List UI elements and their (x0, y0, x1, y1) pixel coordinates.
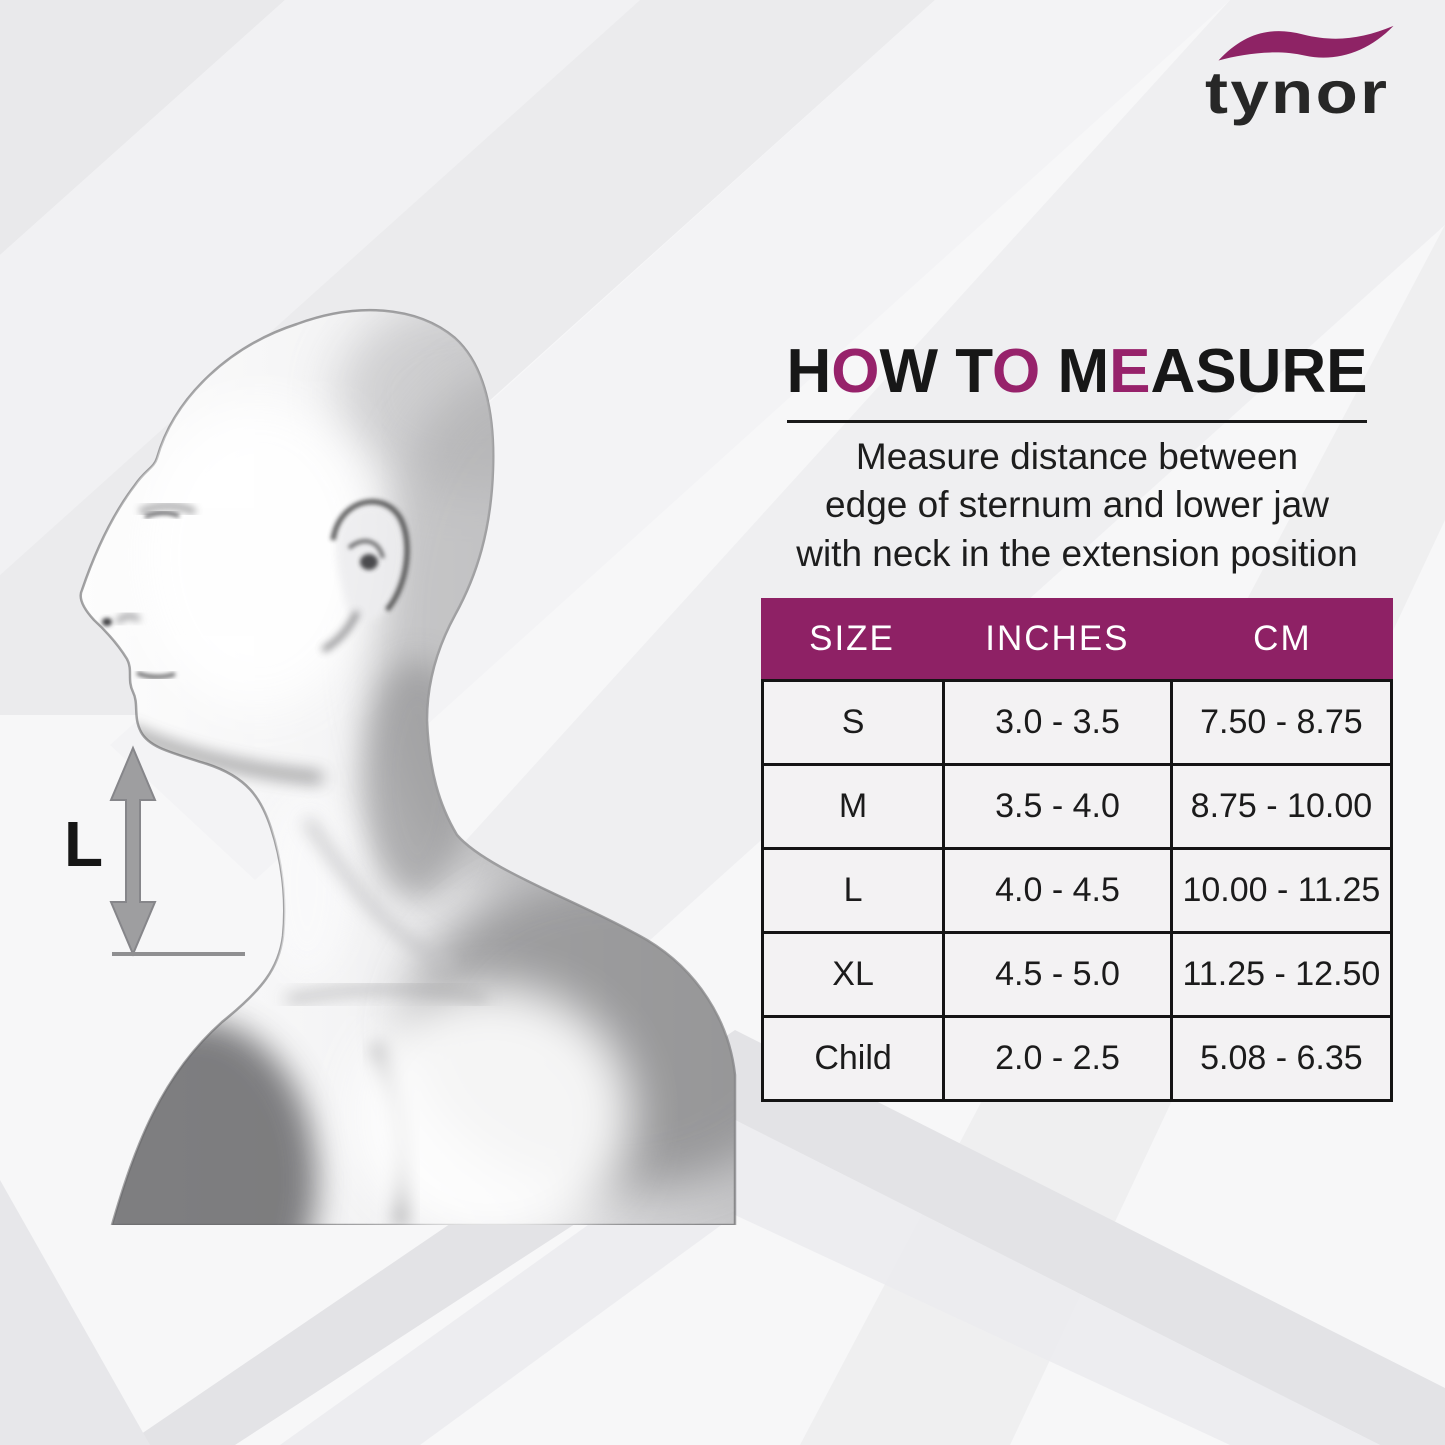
sternum-reference-line (112, 952, 245, 956)
size-chart-body: S 3.0 - 3.5 7.50 - 8.75 M 3.5 - 4.0 8.75… (760, 679, 1394, 1102)
title-seg: ASURE (1150, 337, 1368, 406)
size-chart: SIZE INCHES CM S 3.0 - 3.5 7.50 - 8.75 M… (760, 598, 1394, 1102)
table-row: L 4.0 - 4.5 10.00 - 11.25 (760, 847, 1394, 934)
title-seg: W T (879, 337, 993, 406)
cell-size: L (760, 847, 946, 934)
table-row: Child 2.0 - 2.5 5.08 - 6.35 (760, 1015, 1394, 1102)
cell-size: M (760, 763, 946, 850)
mannequin-head-profile (79, 308, 737, 1225)
title-seg-accent: O (992, 337, 1041, 406)
how-to-measure-section: HOW TO MEASURE Measure distance between … (727, 336, 1427, 578)
cell-inches: 3.0 - 3.5 (942, 679, 1173, 766)
title-underline (787, 420, 1367, 423)
cell-inches: 4.0 - 4.5 (942, 847, 1173, 934)
table-row: XL 4.5 - 5.0 11.25 - 12.50 (760, 931, 1394, 1018)
column-header-size: SIZE (809, 618, 895, 658)
cell-inches: 2.0 - 2.5 (942, 1015, 1173, 1102)
instruction-line: Measure distance between (855, 436, 1299, 477)
cell-size: XL (760, 931, 946, 1018)
cell-cm: 10.00 - 11.25 (1169, 847, 1394, 934)
brand-logo: tynor (1205, 18, 1415, 138)
instruction-line: with neck in the extension position (796, 532, 1358, 574)
section-title: HOW TO MEASURE (727, 336, 1427, 407)
title-seg: M (1040, 337, 1110, 406)
column-header-cm: CM (1253, 618, 1312, 658)
cell-inches: 3.5 - 4.0 (942, 763, 1173, 850)
cell-cm: 11.25 - 12.50 (1169, 931, 1394, 1018)
cell-size: Child (760, 1015, 946, 1102)
title-seg: H (786, 337, 832, 406)
cell-size: S (760, 679, 946, 766)
instruction-line: edge of sternum and lower jaw (825, 484, 1329, 526)
cell-cm: 7.50 - 8.75 (1169, 679, 1394, 766)
cell-cm: 5.08 - 6.35 (1169, 1015, 1394, 1102)
logo-swoosh-icon (1218, 25, 1394, 61)
cell-inches: 4.5 - 5.0 (942, 931, 1173, 1018)
table-row: M 3.5 - 4.0 8.75 - 10.00 (760, 763, 1394, 850)
size-chart-header: SIZE INCHES CM (761, 598, 1393, 679)
title-seg-accent: O (831, 337, 880, 406)
brand-name: tynor (1205, 60, 1390, 126)
column-header-inches: INCHES (985, 618, 1130, 658)
table-row: S 3.0 - 3.5 7.50 - 8.75 (760, 679, 1394, 766)
measurement-label: L (64, 808, 104, 880)
length-arrow (109, 745, 157, 957)
title-seg-accent: E (1109, 337, 1151, 406)
cell-cm: 8.75 - 10.00 (1169, 763, 1394, 850)
